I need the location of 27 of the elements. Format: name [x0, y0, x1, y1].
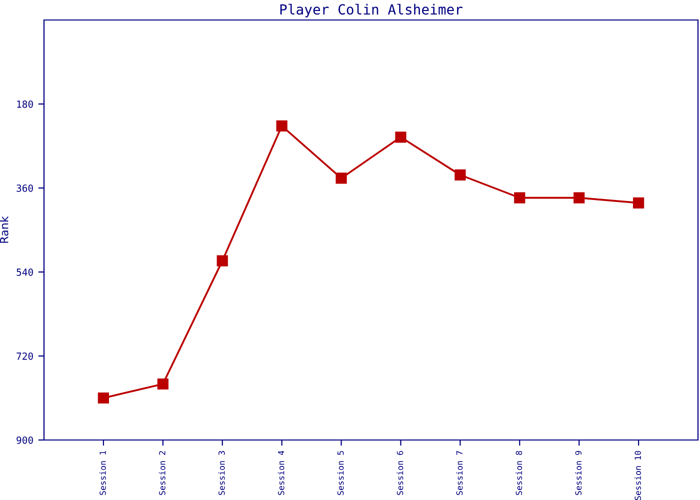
point — [157, 378, 168, 390]
x-tick-label: Session 5 — [337, 451, 344, 496]
point — [574, 192, 585, 204]
x-tick-label: Session 2 — [158, 451, 166, 496]
x-tick-label: Session 6 — [396, 450, 404, 496]
x-tick-label: Session 10 — [634, 450, 641, 500]
point — [514, 192, 526, 204]
y-tick-label: 360 — [16, 184, 33, 192]
x-tick-label: Session 1 — [99, 450, 106, 496]
point — [454, 169, 466, 180]
x-tick-label: Session 4 — [278, 450, 284, 496]
x-tick-label: Session 7 — [456, 451, 463, 496]
x-tick-label: Session 9 — [575, 450, 582, 496]
x-tick-label: Session 3 — [218, 451, 225, 496]
y-axis-title: Rank — [0, 216, 8, 243]
point — [276, 120, 288, 132]
y-tick-label: 180 — [17, 100, 33, 108]
point — [336, 172, 347, 184]
x-tick-label: Session 8 — [516, 450, 522, 496]
y-tick-label: 720 — [16, 352, 33, 360]
y-tick-label: 900 — [16, 436, 33, 444]
point — [395, 132, 406, 143]
chart-title: Player Colin Alsheimer — [280, 4, 462, 18]
point — [98, 392, 110, 404]
point — [216, 255, 228, 266]
point — [632, 197, 644, 208]
y-tick-label: 540 — [16, 268, 33, 276]
